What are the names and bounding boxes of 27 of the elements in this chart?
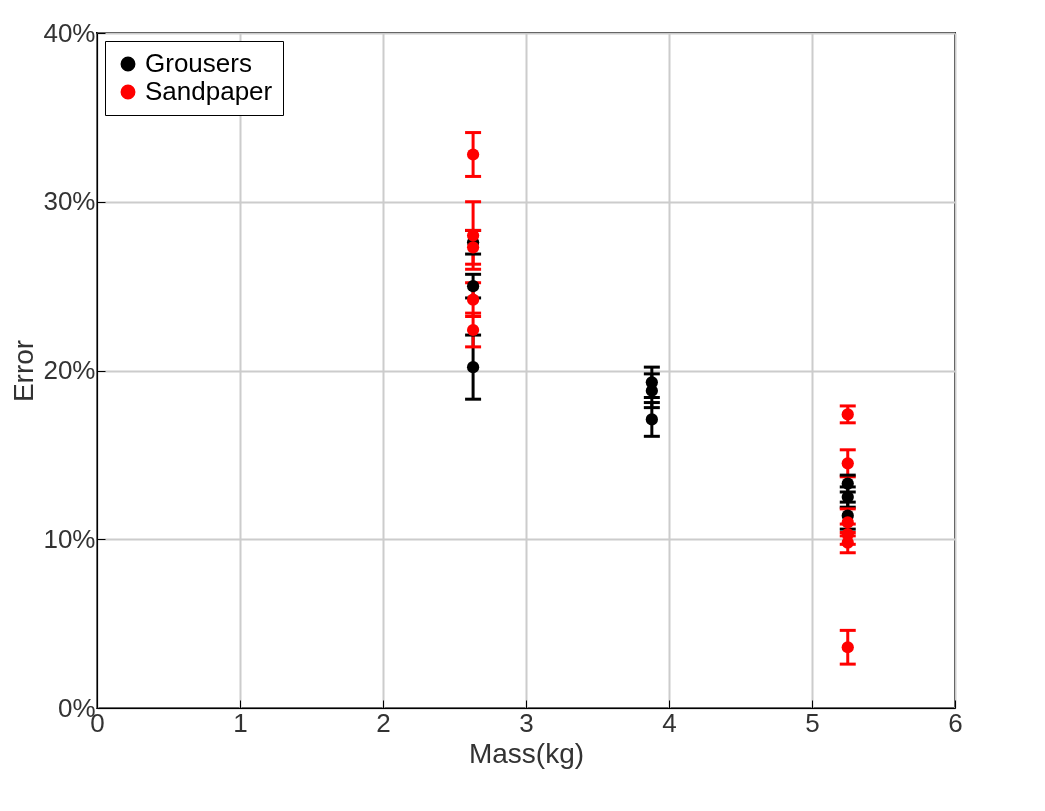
point [645,413,658,426]
point [841,457,854,470]
x-axis-title: Mass(kg) [468,737,585,769]
x-tick-label: 2 [376,707,391,738]
y-tick-label: 10% [43,523,96,554]
y-axis-title: Error [8,339,40,403]
point [466,293,480,306]
y-tick-label: 30% [43,186,96,217]
legend-label: Grousers [145,48,252,78]
x-tick-label: 5 [805,707,820,738]
point [466,323,480,337]
point [841,516,854,529]
x-tick-label: 4 [662,707,677,738]
point [841,641,854,654]
x-tick-label: 3 [519,707,534,738]
point [466,280,480,293]
point [466,241,480,254]
point [466,361,480,374]
point [466,229,480,242]
point [841,477,854,490]
y-tick-label: 20% [43,355,96,385]
point [466,148,480,161]
x-tick-label: 1 [233,707,248,738]
x-tick-label: 6 [948,707,963,738]
point [841,408,854,421]
legend-label: Sandpaper [145,76,273,106]
y-tick-label: 40% [43,17,96,48]
